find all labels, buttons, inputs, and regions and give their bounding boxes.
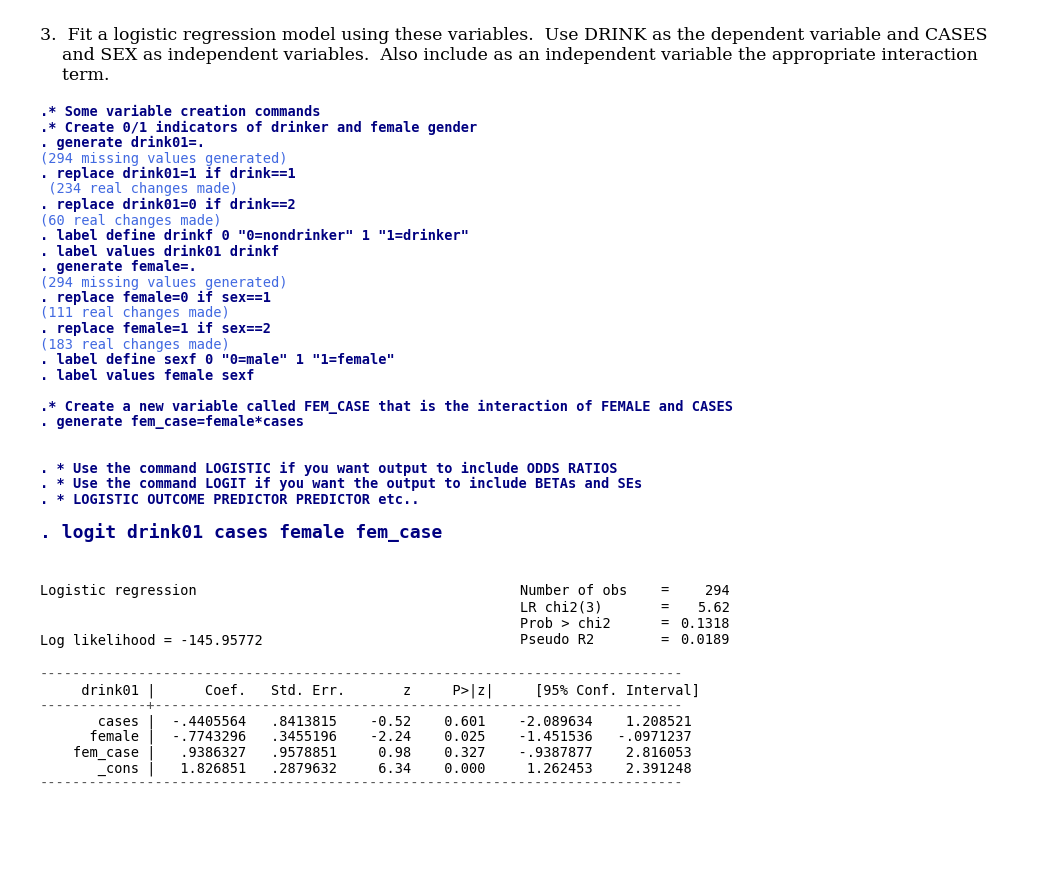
Text: drink01 |      Coef.   Std. Err.       z     P>|z|     [95% Conf. Interval]: drink01 | Coef. Std. Err. z P>|z| [95% C… [40,683,700,698]
Text: . logit drink01 cases female fem_case: . logit drink01 cases female fem_case [40,524,442,543]
Text: Prob > chi2: Prob > chi2 [520,617,610,631]
Text: . * LOGISTIC OUTCOME PREDICTOR PREDICTOR etc..: . * LOGISTIC OUTCOME PREDICTOR PREDICTOR… [40,492,419,506]
Text: . generate drink01=.: . generate drink01=. [40,136,205,150]
Text: =: = [660,601,668,614]
Text: . * Use the command LOGIT if you want the output to include BETAs and SEs: . * Use the command LOGIT if you want th… [40,477,643,491]
Text: . label values female sexf: . label values female sexf [40,368,255,382]
Text: . label define sexf 0 "0=male" 1 "1=female": . label define sexf 0 "0=male" 1 "1=fema… [40,353,395,367]
Text: (111 real changes made): (111 real changes made) [40,306,230,320]
Text: fem_case |   .9386327   .9578851     0.98    0.327    -.9387877    2.816053: fem_case | .9386327 .9578851 0.98 0.327 … [40,745,692,760]
Text: . replace drink01=0 if drink==2: . replace drink01=0 if drink==2 [40,198,296,212]
Text: . replace female=0 if sex==1: . replace female=0 if sex==1 [40,291,271,305]
Text: . label define drinkf 0 "0=nondrinker" 1 "1=drinker": . label define drinkf 0 "0=nondrinker" 1… [40,229,469,243]
Text: .* Create a new variable called FEM_CASE that is the interaction of FEMALE and C: .* Create a new variable called FEM_CASE… [40,399,733,413]
Text: =: = [660,617,668,631]
Text: (234 real changes made): (234 real changes made) [40,182,238,196]
Text: . replace drink01=1 if drink==1: . replace drink01=1 if drink==1 [40,167,296,181]
Text: -------------+----------------------------------------------------------------: -------------+--------------------------… [40,699,683,713]
Text: (60 real changes made): (60 real changes made) [40,213,222,227]
Text: 0.1318: 0.1318 [680,617,730,631]
Text: (183 real changes made): (183 real changes made) [40,337,230,351]
Text: Log likelihood = -145.95772: Log likelihood = -145.95772 [40,634,262,648]
Text: Pseudo R2: Pseudo R2 [520,634,595,648]
Text: _cons |   1.826851   .2879632     6.34    0.000     1.262453    2.391248: _cons | 1.826851 .2879632 6.34 0.000 1.2… [40,761,692,775]
Text: cases |  -.4405564   .8413815    -0.52    0.601    -2.089634    1.208521: cases | -.4405564 .8413815 -0.52 0.601 -… [40,714,692,729]
Text: and SEX as independent variables.  Also include as an independent variable the a: and SEX as independent variables. Also i… [40,47,978,64]
Text: . * Use the command LOGISTIC if you want output to include ODDS RATIOS: . * Use the command LOGISTIC if you want… [40,461,618,475]
Text: . generate female=.: . generate female=. [40,260,196,274]
Text: LR chi2(3): LR chi2(3) [520,601,603,614]
Text: term.: term. [40,67,110,84]
Text: 0.0189: 0.0189 [680,634,730,648]
Text: (294 missing values generated): (294 missing values generated) [40,275,287,289]
Text: 5.62: 5.62 [697,601,730,614]
Text: . label values drink01 drinkf: . label values drink01 drinkf [40,244,279,258]
Text: .* Some variable creation commands: .* Some variable creation commands [40,105,321,119]
Text: .* Create 0/1 indicators of drinker and female gender: .* Create 0/1 indicators of drinker and … [40,120,478,135]
Text: female |  -.7743296   .3455196    -2.24    0.025    -1.451536   -.0971237: female | -.7743296 .3455196 -2.24 0.025 … [40,730,692,744]
Text: (294 missing values generated): (294 missing values generated) [40,151,287,165]
Text: 294: 294 [705,584,730,598]
Text: . generate fem_case=female*cases: . generate fem_case=female*cases [40,415,304,429]
Text: Number of obs: Number of obs [520,584,627,598]
Text: =: = [660,634,668,648]
Text: Logistic regression: Logistic regression [40,584,196,598]
Text: . replace female=1 if sex==2: . replace female=1 if sex==2 [40,322,271,336]
Text: ------------------------------------------------------------------------------: ----------------------------------------… [40,776,683,790]
Text: 3.  Fit a logistic regression model using these variables.  Use DRINK as the dep: 3. Fit a logistic regression model using… [40,27,988,44]
Text: ------------------------------------------------------------------------------: ----------------------------------------… [40,668,683,682]
Text: =: = [660,584,668,598]
